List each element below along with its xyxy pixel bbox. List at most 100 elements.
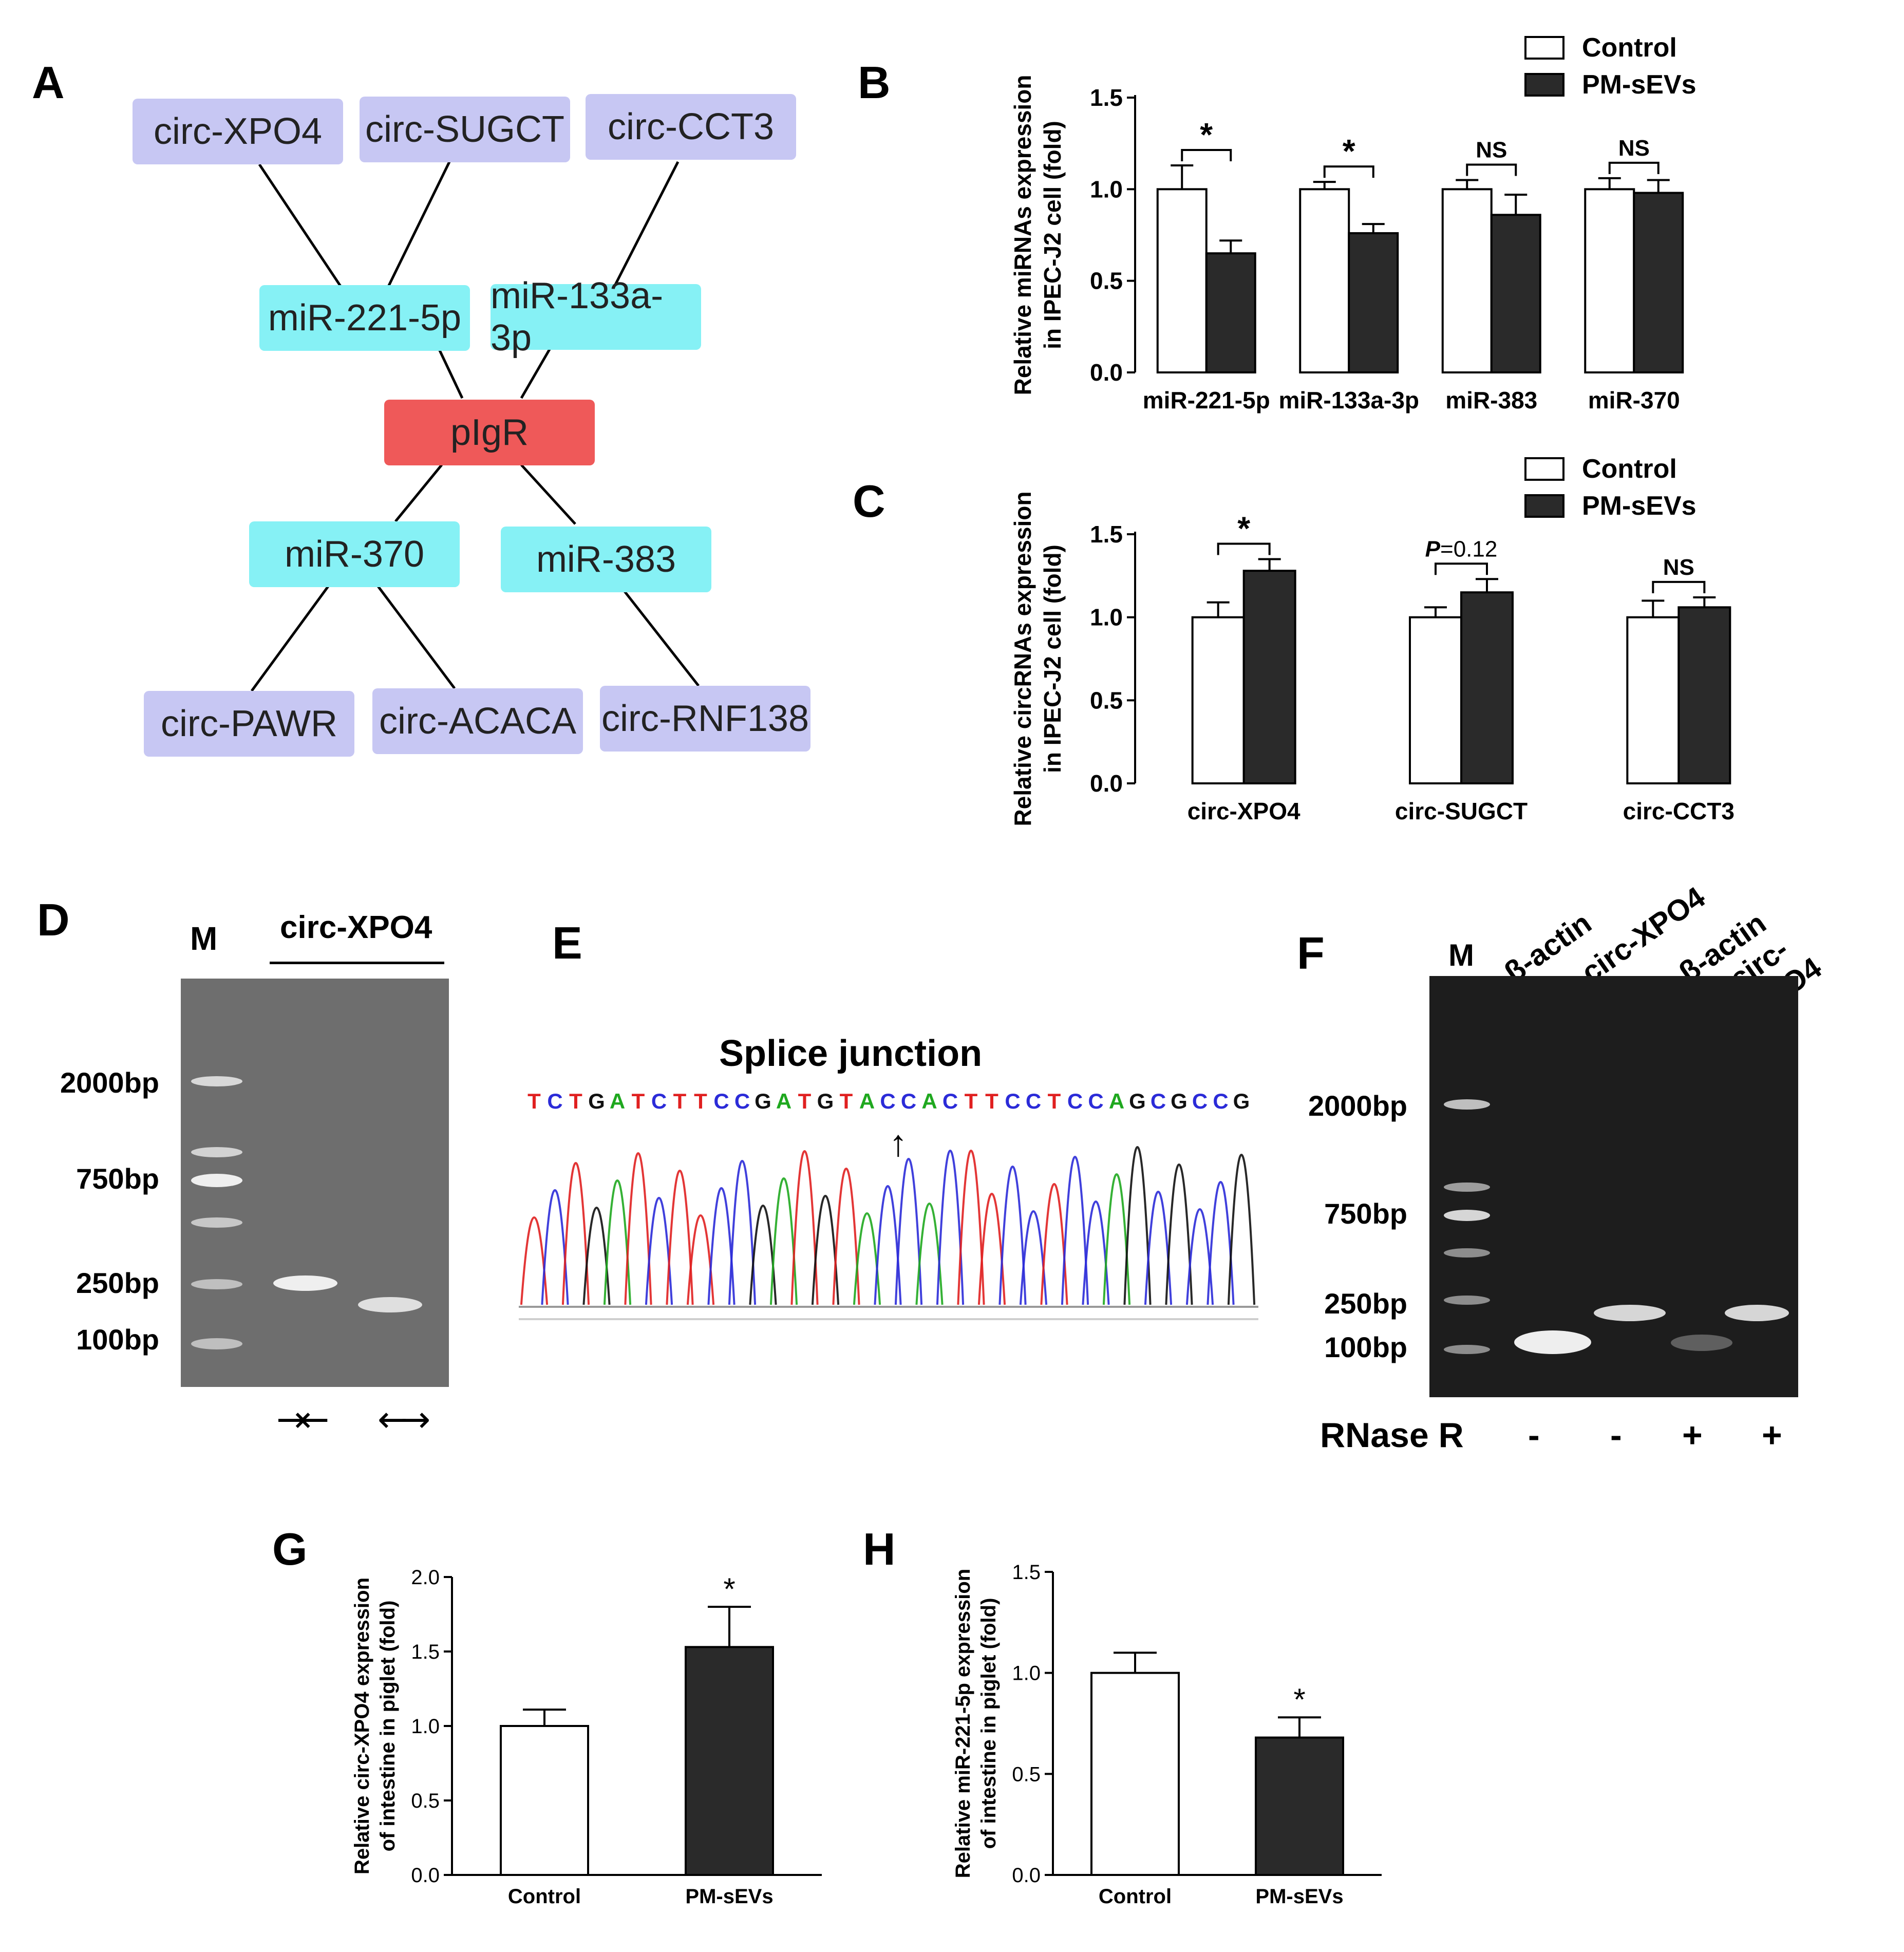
node-circ-sugct: circ-SUGCT (360, 97, 570, 162)
bar (1626, 616, 1680, 784)
base-call: T (965, 1089, 978, 1113)
gel-f-marker: 2000bp (1308, 1090, 1407, 1122)
gel-f-marker: 750bp (1324, 1197, 1407, 1230)
trace-peak (853, 1212, 881, 1305)
y-axis-label: in IPEC-J2 cell (fold) (1039, 545, 1066, 773)
bar (1255, 1736, 1344, 1876)
trace-peak (624, 1152, 652, 1305)
bar (500, 1725, 589, 1876)
y-tick-label: 1.5 (1012, 1561, 1041, 1584)
base-call: A (921, 1089, 937, 1113)
gel-d-ladder-band (191, 1338, 242, 1349)
bar (1441, 188, 1493, 373)
base-call: C (1088, 1089, 1103, 1113)
gel-d-sample-band (273, 1275, 337, 1291)
trace-peak (603, 1179, 632, 1305)
base-call: A (776, 1089, 791, 1113)
panel-label-f: F (1297, 928, 1325, 979)
base-call: C (734, 1089, 750, 1113)
y-tick-label: 1.0 (1090, 604, 1123, 631)
base-call: T (527, 1089, 541, 1113)
trace-peak (1227, 1154, 1256, 1305)
trace-peak (874, 1185, 902, 1305)
bar (1348, 232, 1399, 373)
node-mir-221-5p: miR-221-5p (259, 285, 470, 351)
x-tick-label: circ-XPO4 (1187, 798, 1300, 824)
y-tick-label: 1.5 (1090, 521, 1123, 548)
trace-peak (894, 1158, 923, 1305)
trace-peak (520, 1216, 549, 1305)
y-axis-label: Relative miRNAs expression (1009, 75, 1036, 396)
edge-mir221-pigr (438, 348, 464, 399)
y-axis-label: of intestine in piglet (fold) (376, 1601, 399, 1852)
trace-peak (666, 1170, 694, 1305)
base-call: T (694, 1089, 707, 1113)
base-call: G (817, 1089, 834, 1113)
base-call: C (1213, 1089, 1228, 1113)
gel-f-ladder-band (1444, 1248, 1490, 1257)
gel-d-ladder-band (191, 1147, 242, 1157)
significance-mark: * (1200, 116, 1213, 153)
bar (1299, 188, 1350, 373)
gel-f-ladder-band (1444, 1210, 1490, 1221)
trace-peak (1102, 1173, 1131, 1305)
base-call: T (673, 1089, 687, 1113)
panel-label-h: H (863, 1524, 896, 1574)
significance-mark: NS (1663, 555, 1694, 580)
significance-mark: NS (1618, 136, 1650, 161)
edge-cct3-mir133 (612, 161, 680, 289)
chart-h: 0.0 0.5 1.0 1.5 Relative miR-221-5p expressi… (952, 1561, 1382, 1908)
bar (1191, 616, 1245, 784)
base-call: C (880, 1089, 895, 1113)
legend-label: PM-sEVs (1582, 491, 1696, 521)
y-tick-label: 1.0 (1090, 176, 1123, 202)
bar (1633, 192, 1684, 373)
gel-f-sample-band (1594, 1305, 1666, 1321)
node-pigr: pIgR (384, 400, 595, 465)
gel-f-sample-band (1725, 1305, 1789, 1321)
bar (1156, 188, 1208, 373)
chart-b: 0.0 0.5 1.0 1.5 Relative miRNAs expression in… (1009, 33, 1696, 414)
node-circ-pawr: circ-PAWR (144, 691, 354, 757)
trace-peak (936, 1150, 965, 1305)
panel-label-c: C (853, 476, 885, 527)
y-axis-label: Relative miR-221-5p expression (952, 1569, 974, 1878)
panel-label-b: B (858, 57, 891, 108)
trace-peak (811, 1195, 840, 1305)
y-tick-label: 1.5 (1090, 84, 1123, 111)
node-mir-370: miR-370 (249, 521, 460, 587)
significance-mark: NS (1476, 138, 1507, 163)
panel-label-e: E (552, 917, 582, 968)
base-call: C (1026, 1089, 1041, 1113)
y-tick-label: 0.0 (411, 1864, 440, 1887)
primer-convergent-arrows: ←→ (378, 1398, 430, 1440)
gel-d-ladder-band (191, 1174, 242, 1187)
base-call: T (985, 1089, 998, 1113)
significance-mark: P=0.12 (1425, 536, 1498, 561)
x-tick-label: miR-133a-3p (1278, 387, 1419, 414)
gel-d-lane-m: M (190, 920, 218, 957)
base-call: T (632, 1089, 645, 1113)
base-call: C (547, 1089, 562, 1113)
trace-peak (977, 1193, 1006, 1305)
bar (1205, 252, 1256, 373)
x-tick-label: circ-SUGCT (1395, 798, 1528, 824)
legend-swatch (1524, 73, 1564, 97)
base-call: C (1151, 1089, 1166, 1113)
y-tick-label: 0.5 (411, 1790, 440, 1812)
node-circ-xpo4: circ-XPO4 (133, 99, 343, 164)
y-tick-label: 2.0 (411, 1566, 440, 1589)
gel-d-group-title: circ-XPO4 (280, 910, 432, 945)
y-tick-label: 1.5 (411, 1641, 440, 1663)
gel-f-lane-m: M (1448, 938, 1474, 972)
x-tick-label: PM-sEVs (1255, 1885, 1343, 1908)
trace-peak (957, 1150, 985, 1305)
rnase-r-label: RNase R (1320, 1416, 1464, 1455)
gel-d-marker: 100bp (76, 1323, 159, 1356)
significance-bracket (1466, 163, 1517, 176)
bar (1677, 606, 1731, 784)
base-call: C (713, 1089, 729, 1113)
node-circ-rnf138: circ-RNF138 (600, 686, 810, 752)
rnase-r-sign: + (1682, 1416, 1703, 1455)
trace-peak (1040, 1183, 1068, 1305)
